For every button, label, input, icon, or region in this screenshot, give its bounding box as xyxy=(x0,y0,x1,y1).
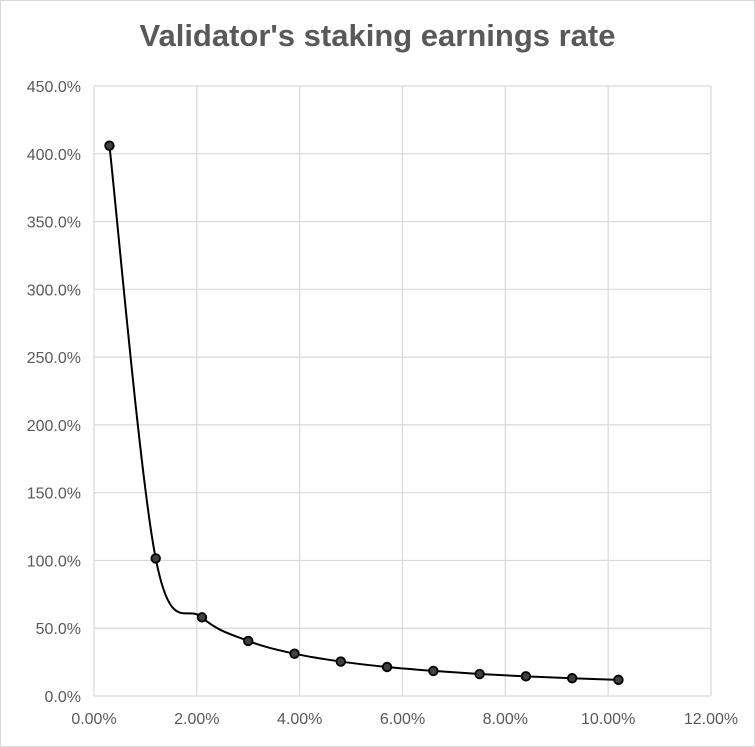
x-tick-label: 0.00% xyxy=(71,711,116,728)
y-tick-label: 450.0% xyxy=(27,79,81,96)
gridlines xyxy=(93,85,712,697)
data-point xyxy=(474,668,485,680)
y-tick-label: 150.0% xyxy=(27,486,81,503)
y-tick-label: 50.0% xyxy=(36,621,81,638)
data-point xyxy=(428,665,439,677)
data-point xyxy=(196,612,208,623)
data-point xyxy=(381,661,393,673)
series-line xyxy=(108,145,619,681)
y-tick-label: 300.0% xyxy=(27,282,81,299)
x-tick-label: 8.00% xyxy=(483,711,528,728)
x-tick-labels: 0.00% 2.00% 4.00% 6.00% 8.00% 10.00% 12.00% xyxy=(71,711,738,728)
y-tick-label: 100.0% xyxy=(27,553,81,570)
x-tick-label: 6.00% xyxy=(380,711,425,728)
y-tick-labels: 0.0% 50.0% 100.0% 150.0% 200.0% 250.0% 300.0% 3… xyxy=(27,79,81,706)
data-point xyxy=(520,671,532,682)
data-point xyxy=(150,553,161,564)
data-point xyxy=(613,674,624,686)
data-point xyxy=(335,656,347,667)
data-point xyxy=(289,648,300,659)
series-group xyxy=(104,140,624,686)
data-point xyxy=(566,673,578,684)
x-tick-label: 12.00% xyxy=(684,711,738,728)
x-tick-label: 2.00% xyxy=(174,711,219,728)
y-tick-label: 200.0% xyxy=(27,418,81,435)
y-tick-label: 400.0% xyxy=(27,147,81,164)
y-tick-label: 350.0% xyxy=(27,215,81,232)
x-tick-label: 4.00% xyxy=(277,711,322,728)
y-tick-label: 250.0% xyxy=(27,350,81,367)
x-tick-label: 10.00% xyxy=(581,711,635,728)
data-point xyxy=(104,140,115,151)
y-tick-label: 0.0% xyxy=(45,689,81,706)
chart-title: Validator's staking earnings rate xyxy=(139,18,616,53)
data-point xyxy=(243,635,254,647)
